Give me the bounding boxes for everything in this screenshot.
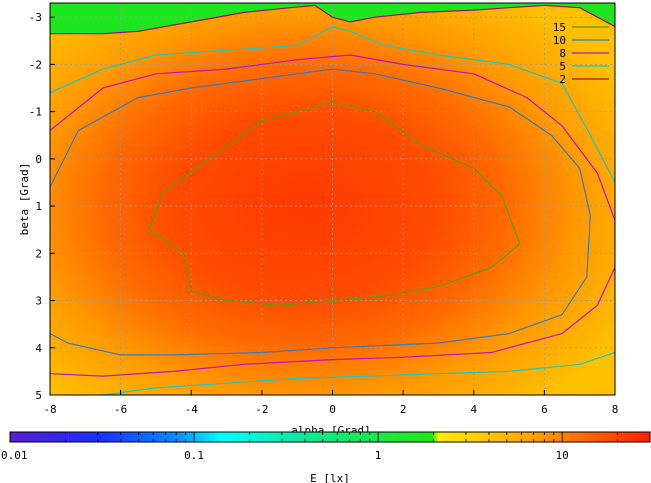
grid [50,3,615,395]
y-tick-label: 0 [35,153,42,166]
colorbar-label: E [lx] [310,472,350,483]
y-tick-label: -3 [29,11,42,24]
y-tick-label: 4 [35,342,42,355]
legend-label: 15 [553,21,566,34]
x-tick-label: -2 [255,403,268,416]
x-tick-label: -6 [114,403,127,416]
y-tick-label: -1 [29,106,42,119]
colorbar-tick-label: 1 [375,449,382,462]
contour-lines [50,4,615,395]
x-tick-label: 0 [329,403,336,416]
contour-8 [50,54,615,377]
x-tick-label: -8 [43,403,56,416]
x-tick-label: 2 [400,403,407,416]
contour-2 [50,4,615,35]
y-axis-label: beta [Grad] [18,163,31,236]
legend-label: 8 [559,47,566,60]
colorbar-ticks: 0.01 0.1 1 10 [1,432,651,462]
y-tick-label: 2 [35,247,42,260]
x-tick-label: 4 [470,403,477,416]
y-axis-ticks: -3 -2 -1 0 1 2 3 4 5 [29,11,55,402]
low-light-region [50,3,615,34]
colorbar-tick-label: 0.01 [1,449,28,462]
y-tick-label: -2 [29,58,42,71]
y-tick-label: 5 [35,389,42,402]
contour-10 [50,68,591,356]
legend-label: 10 [553,34,566,47]
x-tick-label: 6 [541,403,548,416]
contour-5b [102,351,615,395]
contour-5 [50,26,615,183]
x-axis-ticks: -8 -6 -4 -2 0 2 4 6 8 [43,390,618,416]
plot-area [50,3,615,395]
x-tick-label: -4 [185,403,199,416]
contour-15 [148,101,521,306]
colorbar-tick-label: 0.1 [184,449,204,462]
y-tick-label: 3 [35,295,42,308]
colorbar-tick-label: 10 [556,449,569,462]
x-tick-label: 8 [612,403,619,416]
legend-label: 2 [559,73,566,86]
y-tick-label: 1 [35,200,42,213]
legend-label: 5 [559,60,566,73]
